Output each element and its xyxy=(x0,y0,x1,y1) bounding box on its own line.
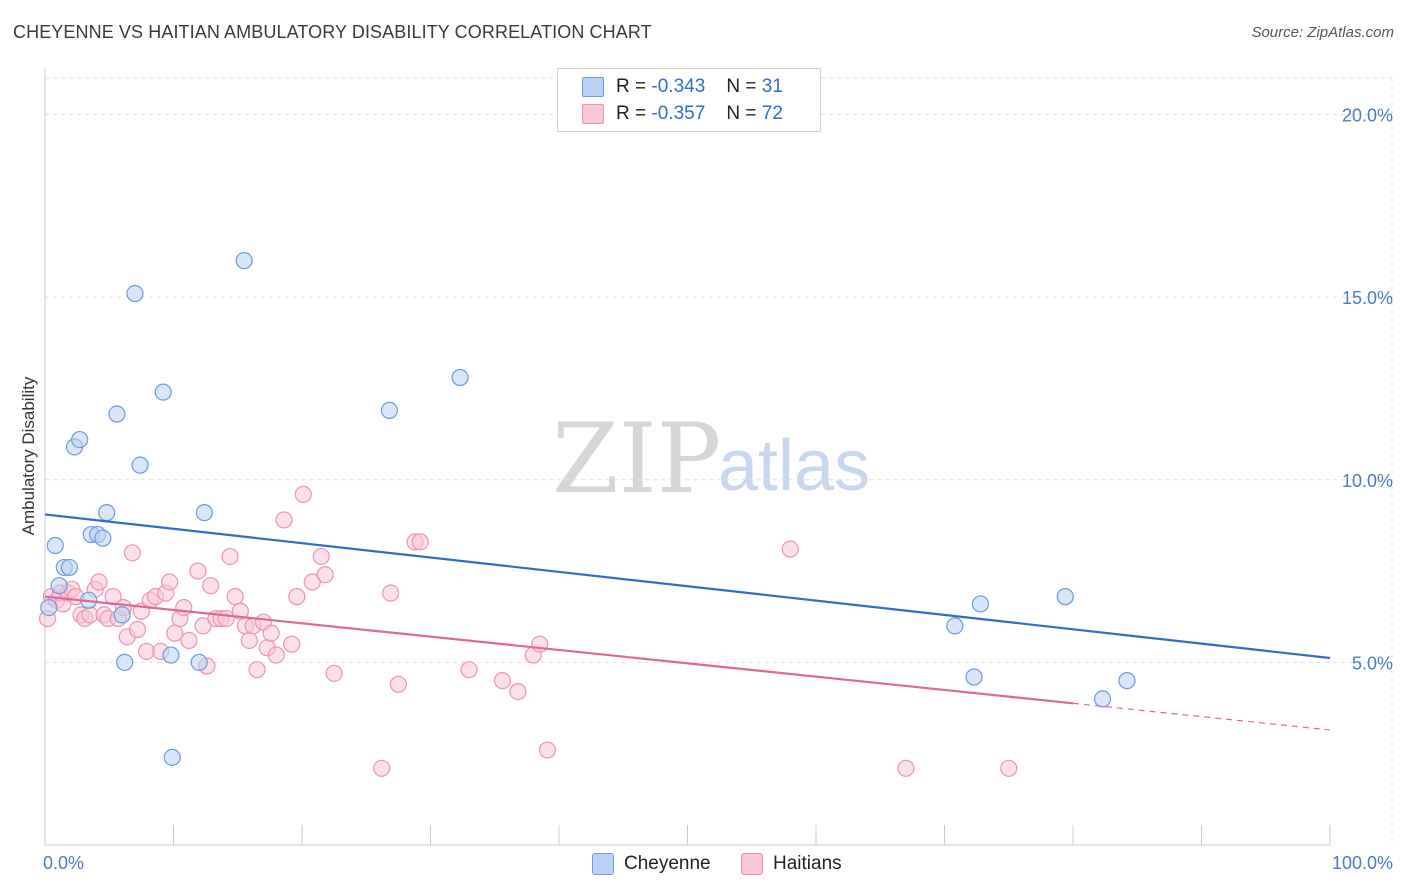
data-point-haitians xyxy=(166,624,184,642)
data-point-cheyenne xyxy=(131,456,149,474)
watermark-zip: ZIP xyxy=(552,403,721,515)
data-point-haitians xyxy=(509,682,527,701)
data-point-cheyenne xyxy=(451,368,469,387)
y-tick-label: 5.0% xyxy=(1352,653,1393,673)
data-point-haitians xyxy=(325,664,343,682)
data-point-cheyenne xyxy=(116,653,134,671)
chart-title: CHEYENNE VS HAITIAN AMBULATORY DISABILIT… xyxy=(13,22,652,42)
data-point-cheyenne xyxy=(1118,672,1136,690)
data-point-haitians xyxy=(382,584,400,602)
data-point-haitians xyxy=(389,675,407,693)
data-point-haitians xyxy=(460,661,478,679)
data-point-haitians xyxy=(493,672,512,690)
data-point-haitians xyxy=(226,588,244,606)
data-point-cheyenne xyxy=(1093,690,1112,708)
data-point-haitians xyxy=(194,617,212,635)
y-tick-label: 20.0% xyxy=(1342,106,1393,126)
legend: R = -0.343 N = 31 R = -0.357 N = 72 xyxy=(557,68,821,132)
data-point-cheyenne xyxy=(60,558,79,577)
data-point-cheyenne xyxy=(154,383,172,401)
legend-n-label: N = xyxy=(726,103,757,124)
watermark-atlas: atlas xyxy=(718,426,870,506)
data-point-haitians xyxy=(240,631,258,650)
data-point-haitians xyxy=(189,562,207,580)
legend-n-value: 72 xyxy=(761,103,783,124)
data-point-haitians xyxy=(180,631,198,650)
data-point-haitians xyxy=(262,624,280,642)
legend-r-value: -0.357 xyxy=(651,103,706,124)
data-point-haitians xyxy=(312,547,330,566)
data-point-haitians xyxy=(316,566,334,584)
data-point-cheyenne xyxy=(98,504,116,522)
legend-r-label: R = xyxy=(616,76,647,97)
data-point-haitians xyxy=(175,598,193,617)
bottom-legend-label-cheyenne: Cheyenne xyxy=(624,853,711,874)
data-point-cheyenne xyxy=(971,595,990,613)
data-point-cheyenne xyxy=(71,430,89,449)
legend-n-label: N = xyxy=(726,76,757,97)
bottom-legend-swatch-cheyenne xyxy=(592,853,614,875)
legend-r-label: R = xyxy=(616,103,647,124)
data-point-cheyenne xyxy=(108,405,126,423)
y-tick-label: 15.0% xyxy=(1342,288,1393,308)
data-point-haitians xyxy=(267,646,285,664)
data-point-haitians xyxy=(217,609,235,628)
data-point-haitians xyxy=(411,533,429,551)
data-point-haitians xyxy=(161,573,179,591)
trend-line-haitians xyxy=(44,595,1074,705)
data-point-haitians xyxy=(288,588,306,606)
x-tick-label: 0.0% xyxy=(43,853,84,873)
data-point-haitians xyxy=(221,547,239,566)
data-point-cheyenne xyxy=(46,536,64,555)
data-point-cheyenne xyxy=(94,529,112,547)
data-point-cheyenne xyxy=(113,606,131,624)
data-point-haitians xyxy=(303,573,321,591)
data-point-haitians xyxy=(128,620,147,639)
data-point-cheyenne xyxy=(190,653,208,671)
data-point-haitians xyxy=(538,741,557,759)
legend-n-value: 31 xyxy=(761,76,783,97)
data-point-cheyenne xyxy=(163,748,181,766)
data-point-cheyenne xyxy=(946,617,964,635)
axes xyxy=(44,68,1331,846)
y-tick-label: 10.0% xyxy=(1342,471,1393,491)
data-point-haitians xyxy=(531,635,549,653)
x-tick-label: 100.0% xyxy=(1332,853,1393,873)
data-point-cheyenne xyxy=(40,598,58,617)
data-point-cheyenne xyxy=(126,284,144,303)
data-point-cheyenne xyxy=(1056,588,1074,606)
data-point-haitians xyxy=(373,759,391,777)
data-point-cheyenne xyxy=(965,668,983,686)
data-point-cheyenne xyxy=(195,504,213,522)
data-points xyxy=(38,252,1136,777)
source-label: Source: ZipAtlas.com xyxy=(1251,24,1394,41)
data-point-haitians xyxy=(248,661,266,679)
legend-r-value: -0.343 xyxy=(651,76,706,97)
data-point-haitians xyxy=(781,540,799,558)
tick-labels: 5.0% 10.0% 15.0% 20.0% 0.0% 100.0% xyxy=(43,106,1393,873)
data-point-cheyenne xyxy=(380,401,398,419)
legend-swatch-cheyenne xyxy=(582,77,604,97)
data-point-haitians xyxy=(90,573,108,591)
data-point-cheyenne xyxy=(235,252,253,270)
bottom-legend-swatch-haitians xyxy=(741,853,763,875)
data-point-cheyenne xyxy=(162,646,180,664)
data-point-cheyenne xyxy=(50,577,68,595)
y-axis-label: Ambulatory Disability xyxy=(19,376,38,535)
data-point-haitians xyxy=(123,544,141,562)
data-point-haitians xyxy=(897,759,915,777)
trend-lines xyxy=(44,513,1331,731)
bottom-legend-label-haitians: Haitians xyxy=(773,853,842,874)
trend-line-dashed-haitians xyxy=(1072,702,1331,731)
data-point-haitians xyxy=(202,577,220,595)
data-point-haitians xyxy=(275,511,293,529)
data-point-haitians xyxy=(1000,759,1018,777)
legend-swatch-haitians xyxy=(582,104,604,124)
data-point-haitians xyxy=(294,485,312,503)
trend-line-cheyenne xyxy=(44,513,1331,660)
data-point-haitians xyxy=(283,635,301,653)
